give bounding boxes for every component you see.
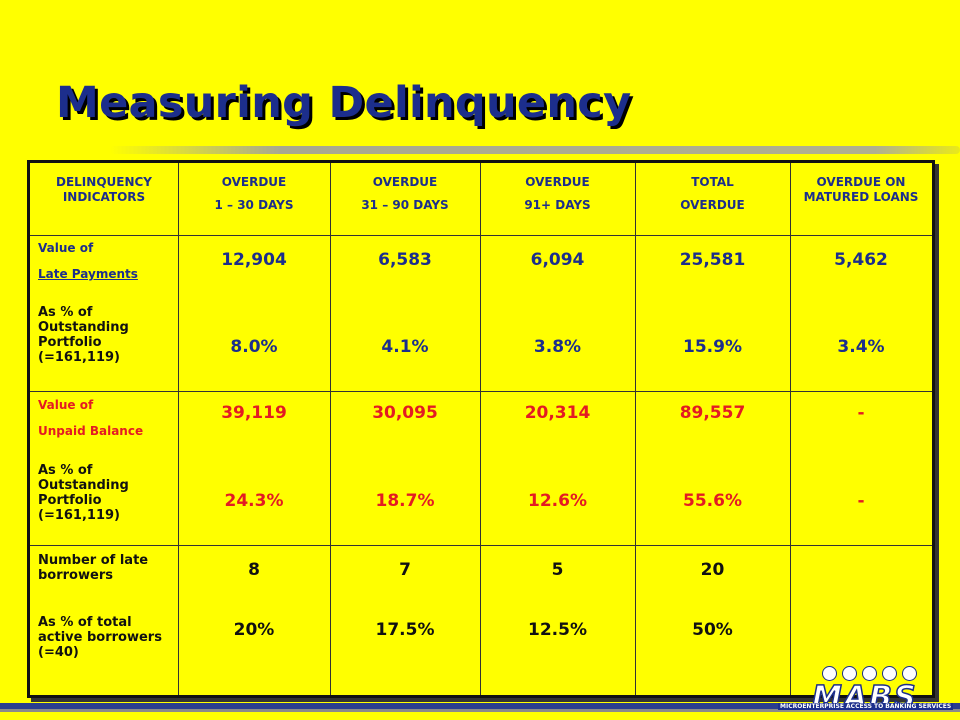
tagline: MICROENTERPRISE ACCESS TO BANKING SERVIC… [778,703,954,710]
value-cell: 20 [700,560,725,580]
header-cell: OVERDUE ON MATURED LOANS [803,175,919,204]
value-cell: 20% [233,620,275,640]
row-label: As % of Outstanding Portfolio (=161,119) [38,305,129,365]
value-cell: 15.9% [683,337,742,357]
header-cell: OVERDUE [680,198,745,212]
row-label: Value of [38,398,94,412]
header-cell: OVERDUE [525,175,590,189]
column-rule [178,163,179,695]
row-label: Value of [38,241,94,255]
column-rule [790,163,791,695]
value-cell: 20,314 [524,403,591,423]
value-cell: 55.6% [683,491,742,511]
value-cell: 25,581 [679,250,746,270]
brush-stroke [110,146,960,154]
value-cell: 3.8% [533,337,582,357]
value-cell: 5 [551,560,564,580]
value-cell: 4.1% [381,337,429,357]
header-cell: 31 – 90 DAYS [361,198,449,212]
value-cell: 12.6% [528,491,587,511]
row-rule [30,545,932,546]
value-cell: 18.7% [375,491,435,511]
value-cell: 24.3% [224,491,284,511]
column-rule [330,163,331,695]
value-cell: 17.5% [375,620,435,640]
row-label: Late Payments [38,267,138,281]
header-cell: OVERDUE [221,175,287,189]
value-cell: 39,119 [221,403,287,423]
logo-dot [842,666,857,681]
value-cell: - [857,403,865,423]
value-cell: 3.4% [837,337,885,357]
value-cell: 12.5% [528,620,587,640]
row-rule [30,235,932,236]
row-rule [30,391,932,392]
logo-dot [862,666,877,681]
title: Measuring Delinquency [56,78,632,128]
logo-dot [902,666,917,681]
row-label: As % of total active borrowers (=40) [38,615,162,660]
header-cell: 91+ DAYS [524,198,591,212]
header-cell: 1 – 30 DAYS [214,198,294,212]
value-cell: 89,557 [679,403,746,423]
value-cell: 8.0% [230,337,278,357]
value-cell: 7 [399,560,411,580]
value-cell: 8 [248,560,260,580]
value-cell: 5,462 [834,250,888,270]
row-label: Number of late borrowers [38,553,149,583]
header-cell: DELINQUENCY INDICATORS [56,175,152,204]
value-cell: 12,904 [221,250,287,270]
column-rule [480,163,481,695]
header-cell: OVERDUE [372,175,438,189]
header-cell: TOTAL [691,175,734,189]
value-cell: 30,095 [372,403,438,423]
row-label: As % of Outstanding Portfolio (=161,119) [38,463,129,523]
footer-stripe [0,703,960,709]
logo-dot [822,666,837,681]
value-cell: - [857,491,865,511]
column-rule [635,163,636,695]
value-cell: 6,583 [378,250,432,270]
logo-dot [882,666,897,681]
row-label: Unpaid Balance [38,424,144,438]
footer-stripe [0,709,960,712]
value-cell: 6,094 [530,250,585,270]
value-cell: 50% [692,620,733,640]
table: DELINQUENCY INDICATORS OVERDUE 1 – 30 DAYS… [27,160,935,698]
